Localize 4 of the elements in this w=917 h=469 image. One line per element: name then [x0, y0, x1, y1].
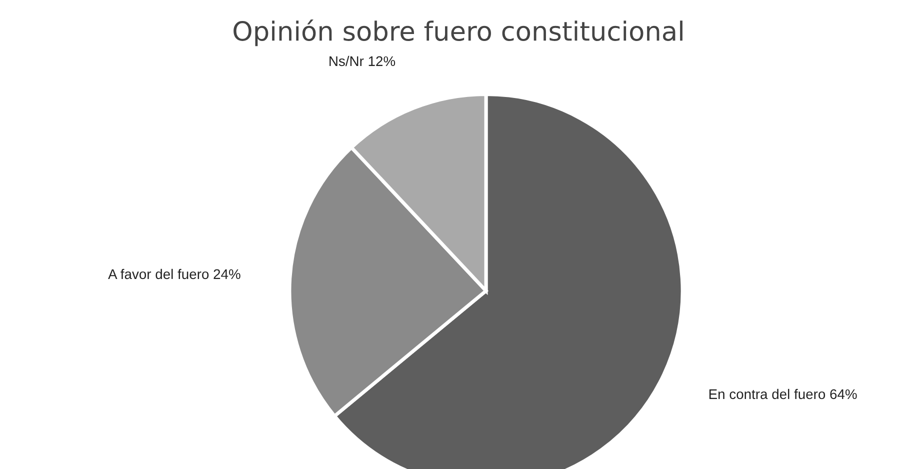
- slice-label: Ns/Nr 12%: [330, 56, 396, 66]
- slice-label: A favor del fuero 24%: [108, 268, 240, 280]
- slice-label: En contra del fuero 64%: [709, 388, 857, 400]
- chart-title: Opinión sobre fuero constitucional: [234, 20, 682, 46]
